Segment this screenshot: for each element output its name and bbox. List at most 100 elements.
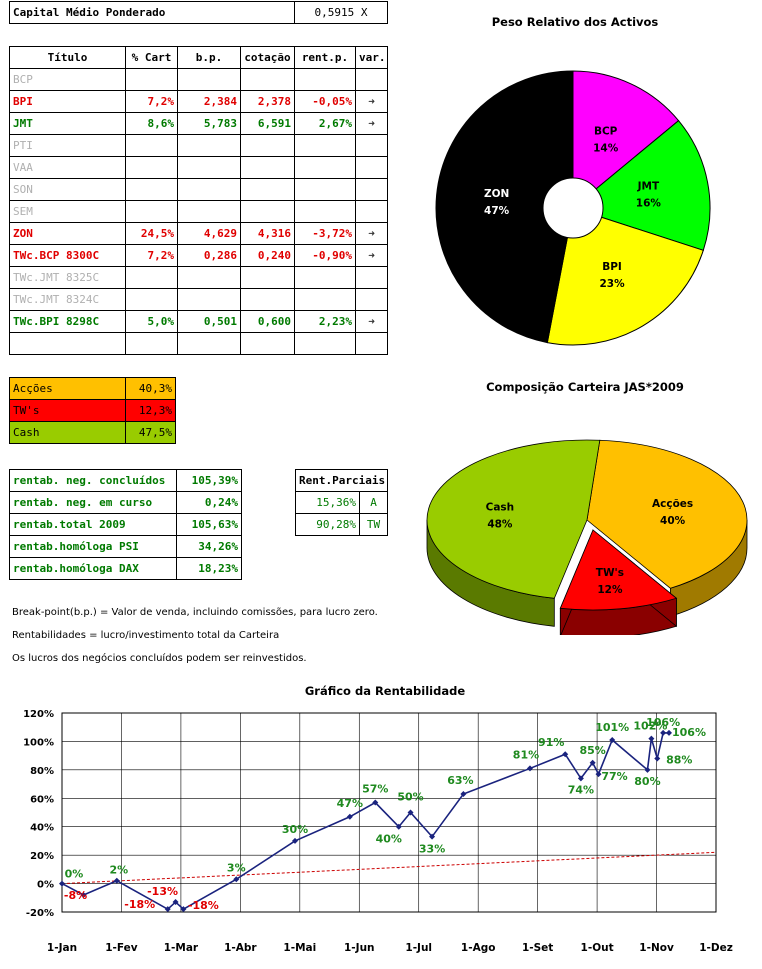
data-point-label: 85%	[579, 744, 605, 757]
holding-cart: 5,0%	[125, 310, 178, 333]
data-point-label: -18%	[188, 899, 219, 912]
parciais-tag: TW	[359, 513, 388, 536]
holding-cart	[125, 266, 178, 289]
holding-rent: 2,23%	[294, 310, 356, 333]
y-tick-label: 60%	[30, 794, 54, 805]
pie1-slice-jmt	[571, 119, 711, 251]
holdings-table: Título % Cart b.p. cotação rent.p. var. …	[9, 46, 388, 355]
rentab-label: rentab. neg. concluídos	[9, 469, 177, 492]
holdings-row: TWc.JMT 8324C	[9, 288, 388, 311]
holding-cotacao: 4,316	[240, 222, 295, 245]
holding-rent	[294, 156, 356, 179]
data-point-label: 106%	[646, 716, 680, 729]
composition-table: Acções 40,3% TW's 12,3% Cash 47,5%	[9, 377, 176, 444]
composition-value: 47,5%	[125, 421, 176, 444]
data-point-marker	[164, 906, 171, 913]
data-point-marker	[172, 899, 179, 906]
holding-cart	[125, 178, 178, 201]
line-chart-title: Gráfico da Rentabilidade	[304, 684, 466, 698]
holding-cart	[125, 288, 178, 311]
pie1-value-label: 14%	[593, 143, 619, 155]
rentab-value: 105,63%	[176, 513, 242, 536]
data-point-label: 3%	[227, 861, 246, 874]
rentab-table: rentab. neg. concluídos 105,39% rentab. n…	[9, 469, 242, 580]
parciais-header: Rent.Parciais	[295, 469, 388, 492]
data-point-marker	[233, 876, 240, 883]
pie2-value-label: 48%	[487, 519, 513, 531]
holding-bp	[177, 156, 241, 179]
holding-var-arrow	[355, 200, 388, 223]
holding-rent	[294, 266, 356, 289]
holding-name: BPI	[9, 90, 126, 113]
pie2-value-label: 12%	[597, 584, 623, 596]
holding-cotacao: 6,591	[240, 112, 295, 135]
holding-var-arrow	[355, 266, 388, 289]
holdings-row: VAA	[9, 156, 388, 179]
data-point-label: 47%	[337, 797, 363, 810]
rentab-row: rentab.homóloga DAX 18,23%	[9, 557, 242, 580]
holdings-row: BPI 7,2% 2,384 2,378 -0,05% ➜	[9, 90, 388, 113]
rentab-label: rentab. neg. em curso	[9, 491, 177, 514]
parciais-row: 15,36% A	[295, 491, 388, 514]
holding-cotacao	[240, 134, 295, 157]
rentab-label: rentab.homóloga PSI	[9, 535, 177, 558]
data-point-marker	[346, 813, 353, 820]
data-point-marker	[113, 877, 120, 884]
holdings-row: TWc.JMT 8325C	[9, 266, 388, 289]
holding-cotacao	[240, 266, 295, 289]
holding-cart: 7,2%	[125, 244, 178, 267]
rentab-row: rentab.homóloga PSI 34,26%	[9, 535, 242, 558]
x-tick-label: 1-Ago	[461, 942, 496, 954]
data-point-label: 91%	[538, 736, 564, 749]
pie1-slice-zon	[435, 70, 574, 344]
holdings-row: JMT 8,6% 5,783 6,591 2,67% ➜	[9, 112, 388, 135]
holding-bp	[177, 332, 241, 355]
data-point-marker	[648, 735, 655, 742]
holding-rent: -0,05%	[294, 90, 356, 113]
holding-rent	[294, 200, 356, 223]
data-point-label: 88%	[666, 753, 692, 766]
rentab-label: rentab.total 2009	[9, 513, 177, 536]
pie1-value-label: 23%	[599, 278, 625, 290]
data-point-label: 30%	[282, 823, 308, 836]
data-point-marker	[609, 737, 616, 744]
data-point-label: 77%	[601, 770, 627, 783]
holding-var-arrow: ➜	[355, 112, 388, 135]
holding-bp: 4,629	[177, 222, 241, 245]
holding-cart	[125, 156, 178, 179]
x-tick-label: 1-Nov	[639, 942, 674, 954]
data-point-label: -13%	[147, 885, 178, 898]
pie-chart-peso-relativo: BCP 14% JMT 16% BPI 23% ZON 47%	[435, 70, 711, 346]
holding-name: ZON	[9, 222, 126, 245]
data-point-label: 33%	[419, 843, 445, 856]
parciais-table: Rent.Parciais 15,36% A 90,28% TW	[295, 469, 388, 536]
rentab-value: 34,26%	[176, 535, 242, 558]
x-tick-label: 1-Dez	[699, 942, 733, 954]
data-point-label: 80%	[634, 775, 660, 788]
y-tick-label: 100%	[23, 737, 54, 748]
x-tick-label: 1-Mar	[164, 942, 199, 954]
capital-unit: X	[360, 6, 368, 19]
data-point-label: -18%	[124, 898, 155, 911]
pie2-slice-accoes	[586, 439, 748, 589]
holding-bp	[177, 68, 241, 91]
y-tick-label: -20%	[26, 908, 54, 919]
holding-bp: 0,501	[177, 310, 241, 333]
data-point-marker	[526, 765, 533, 772]
holding-var-arrow	[355, 288, 388, 311]
holding-name: TWc.JMT 8325C	[9, 266, 126, 289]
pie1-label: BCP	[594, 126, 618, 138]
holding-var-arrow: ➜	[355, 310, 388, 333]
data-point-marker	[59, 880, 65, 887]
holding-cotacao	[240, 332, 295, 355]
data-point-marker	[429, 833, 436, 840]
holding-name: BCP	[9, 68, 126, 91]
holding-name: PTI	[9, 134, 126, 157]
data-point-label: 106%	[672, 726, 706, 739]
holding-cotacao	[240, 288, 295, 311]
pie2-label: Acções	[652, 498, 693, 510]
pie1-label: ZON	[484, 188, 509, 200]
data-point-label: 40%	[376, 833, 402, 846]
holdings-row: ZON 24,5% 4,629 4,316 -3,72% ➜	[9, 222, 388, 245]
header-cotacao: cotação	[240, 46, 295, 69]
